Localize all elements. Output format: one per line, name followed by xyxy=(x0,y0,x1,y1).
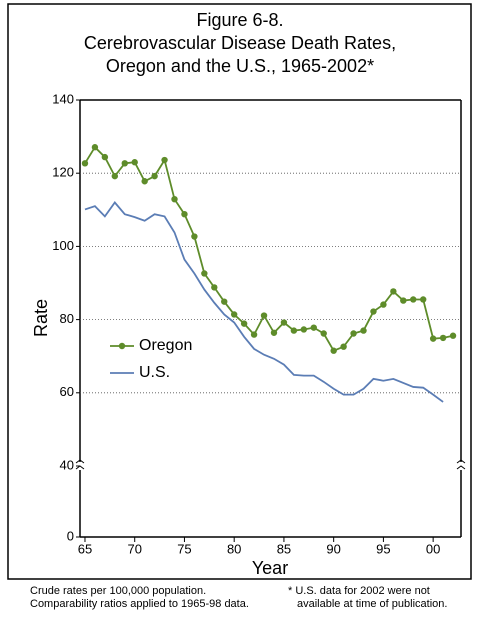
y-tick-label: 140 xyxy=(52,91,74,106)
point xyxy=(131,159,138,166)
y-tick-label: 0 xyxy=(67,528,74,543)
point xyxy=(101,153,109,161)
point xyxy=(280,319,288,326)
footnote: Comparability ratios applied to 1965-98 … xyxy=(30,598,249,610)
x-tick-label: 85 xyxy=(277,541,291,556)
legend-marker xyxy=(118,342,126,350)
point xyxy=(290,327,298,334)
chart-title: Cerebrovascular Disease Death Rates, xyxy=(84,33,396,53)
point xyxy=(260,312,268,319)
point xyxy=(91,144,99,151)
chart-title: Oregon and the U.S., 1965-2002* xyxy=(106,56,374,76)
point xyxy=(320,330,327,337)
chart-title: Figure 6-8. xyxy=(196,10,283,30)
point xyxy=(191,233,198,240)
point xyxy=(181,210,188,218)
series-line xyxy=(84,201,444,403)
axis-break xyxy=(456,459,466,470)
point xyxy=(141,178,148,185)
point xyxy=(221,298,228,305)
point xyxy=(400,297,407,304)
point xyxy=(340,343,347,350)
point xyxy=(270,329,278,336)
point xyxy=(81,160,89,167)
series-line xyxy=(84,145,454,352)
x-tick-label: 95 xyxy=(376,541,390,556)
y-tick-label: 120 xyxy=(52,165,74,180)
y-tick-label: 40 xyxy=(60,457,74,472)
x-tick-label: 80 xyxy=(227,541,241,556)
point xyxy=(449,332,457,339)
y-tick-label: 100 xyxy=(52,238,74,253)
footnote: * U.S. data for 2002 were not xyxy=(288,585,430,597)
point xyxy=(419,296,427,303)
point xyxy=(350,330,357,337)
y-tick-label: 80 xyxy=(60,311,74,326)
point xyxy=(171,195,178,203)
point xyxy=(121,160,128,167)
point xyxy=(380,301,387,308)
point xyxy=(300,326,308,333)
footnote: Crude rates per 100,000 population. xyxy=(30,585,206,597)
point xyxy=(370,308,377,315)
point xyxy=(240,320,248,327)
point xyxy=(151,172,158,180)
point xyxy=(250,331,258,338)
x-axis-label: Year xyxy=(252,558,288,578)
point xyxy=(111,172,119,180)
x-tick-label: 00 xyxy=(426,541,440,556)
point xyxy=(161,156,168,164)
point xyxy=(360,327,367,334)
footnote: available at time of publication. xyxy=(297,598,447,610)
point xyxy=(201,270,208,277)
point xyxy=(429,335,437,342)
x-tick-label: 90 xyxy=(326,541,340,556)
point xyxy=(390,288,397,295)
legend-label: U.S. xyxy=(139,364,170,381)
point xyxy=(410,296,417,303)
point xyxy=(230,311,238,318)
y-tick-label: 60 xyxy=(60,384,74,399)
y-axis-label: Rate xyxy=(31,299,51,337)
point xyxy=(310,324,317,331)
point xyxy=(439,334,447,342)
legend-label: Oregon xyxy=(139,337,192,354)
point xyxy=(211,284,218,291)
point xyxy=(330,347,337,354)
x-tick-label: 70 xyxy=(127,541,141,556)
x-tick-label: 65 xyxy=(78,541,92,556)
x-tick-label: 75 xyxy=(177,541,191,556)
figure-border xyxy=(7,3,472,580)
